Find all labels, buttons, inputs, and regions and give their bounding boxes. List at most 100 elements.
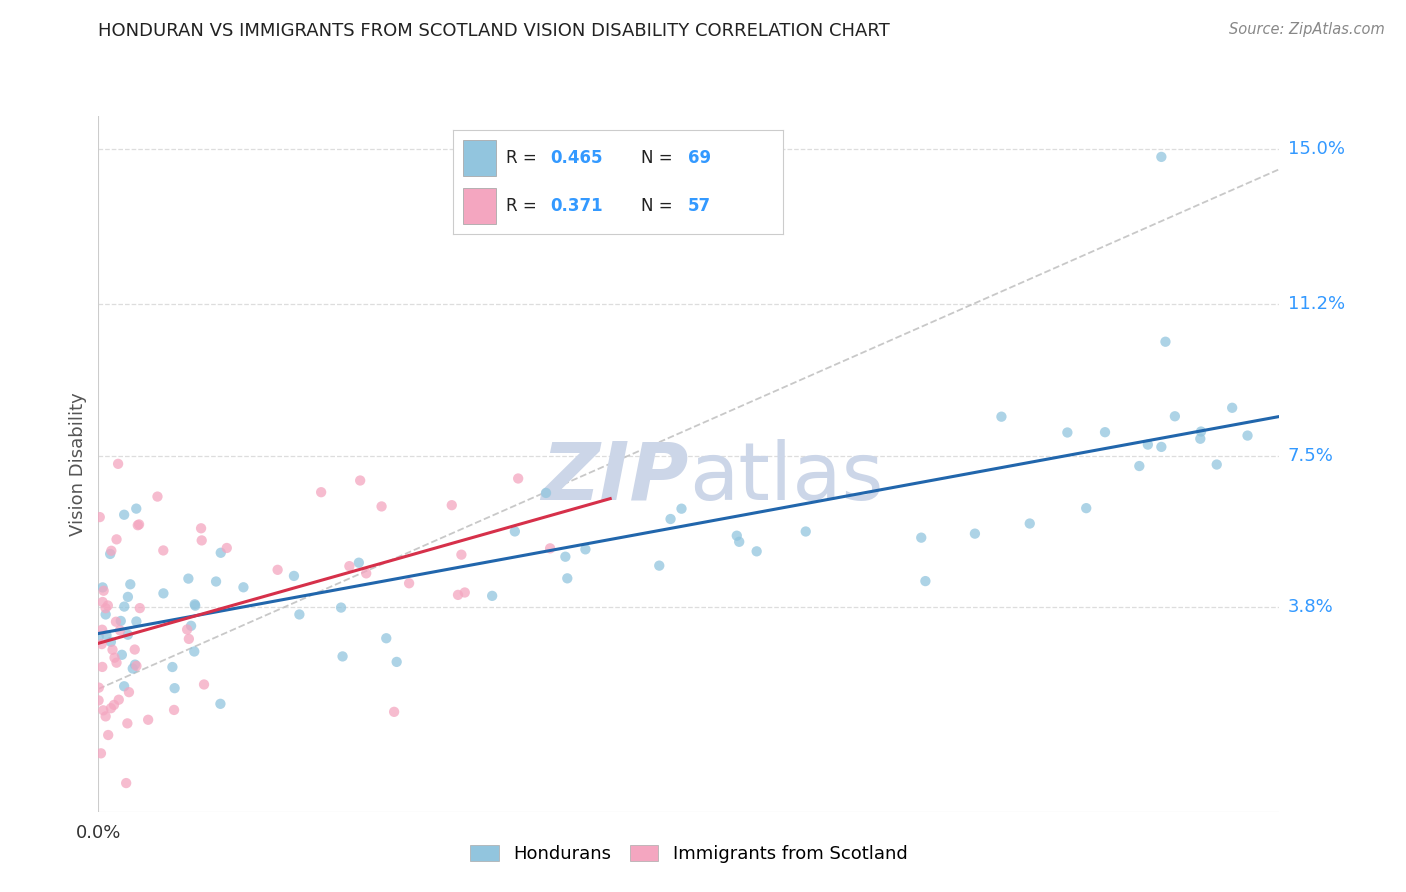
Text: 3.8%: 3.8%: [1288, 598, 1333, 616]
Point: [117, 716, 139, 731]
Point: [330, 600, 353, 615]
Point: [107, 692, 129, 706]
Point: [162, 660, 184, 674]
Point: [89, 510, 111, 524]
Point: [990, 409, 1012, 424]
Point: [354, 566, 377, 581]
Text: Source: ZipAtlas.com: Source: ZipAtlas.com: [1229, 22, 1385, 37]
Point: [266, 563, 288, 577]
Point: [117, 590, 139, 604]
Point: [337, 559, 360, 574]
Point: [127, 518, 149, 533]
Text: 15.0%: 15.0%: [1288, 140, 1344, 158]
Point: [332, 649, 354, 664]
Point: [1018, 516, 1040, 531]
Point: [190, 533, 212, 548]
Text: 7.5%: 7.5%: [1288, 447, 1334, 465]
Point: [794, 524, 817, 539]
Point: [659, 512, 682, 526]
Point: [725, 529, 748, 543]
Legend: Hondurans, Immigrants from Scotland: Hondurans, Immigrants from Scotland: [465, 839, 912, 869]
Point: [209, 697, 232, 711]
Point: [534, 486, 557, 500]
Point: [176, 623, 198, 637]
Point: [108, 624, 131, 638]
Point: [93, 583, 115, 598]
Point: [1150, 150, 1173, 164]
Point: [103, 650, 125, 665]
Point: [107, 457, 129, 471]
Point: [90, 747, 112, 761]
Y-axis label: Vision Disability: Vision Disability: [69, 392, 87, 536]
Point: [193, 677, 215, 691]
Point: [128, 601, 150, 615]
Point: [100, 543, 122, 558]
Text: ZIP: ZIP: [541, 439, 689, 516]
Point: [1154, 334, 1177, 349]
Point: [152, 586, 174, 600]
Point: [87, 681, 110, 695]
Point: [90, 637, 112, 651]
Text: 0.0%: 0.0%: [76, 824, 121, 842]
Point: [115, 776, 138, 790]
Point: [121, 661, 143, 675]
Point: [87, 693, 110, 707]
Point: [124, 657, 146, 672]
Point: [184, 597, 207, 611]
Point: [440, 498, 463, 512]
Point: [205, 574, 228, 589]
Point: [183, 644, 205, 658]
Point: [450, 548, 472, 562]
Point: [963, 526, 986, 541]
Point: [503, 524, 526, 539]
Point: [118, 685, 141, 699]
Point: [1189, 425, 1212, 439]
Point: [94, 709, 117, 723]
Point: [125, 615, 148, 629]
Point: [1220, 401, 1243, 415]
Point: [91, 581, 114, 595]
Point: [128, 517, 150, 532]
Point: [105, 656, 128, 670]
Point: [914, 574, 936, 588]
Point: [648, 558, 671, 573]
Point: [146, 490, 169, 504]
Point: [574, 542, 596, 557]
Point: [104, 615, 127, 629]
Point: [232, 580, 254, 594]
Point: [91, 703, 114, 717]
Point: [910, 531, 932, 545]
Point: [1150, 440, 1173, 454]
Point: [125, 501, 148, 516]
Point: [190, 521, 212, 535]
Point: [1136, 437, 1159, 451]
Point: [101, 642, 124, 657]
Point: [180, 619, 202, 633]
Point: [120, 577, 142, 591]
Point: [1189, 432, 1212, 446]
Point: [97, 728, 120, 742]
Text: HONDURAN VS IMMIGRANTS FROM SCOTLAND VISION DISABILITY CORRELATION CHART: HONDURAN VS IMMIGRANTS FROM SCOTLAND VIS…: [98, 22, 890, 40]
Point: [382, 705, 405, 719]
Point: [555, 571, 578, 585]
Point: [103, 698, 125, 712]
Point: [454, 585, 477, 599]
Point: [385, 655, 408, 669]
Text: atlas: atlas: [689, 439, 883, 516]
Point: [508, 471, 530, 485]
Point: [152, 543, 174, 558]
Point: [100, 635, 122, 649]
Point: [671, 501, 693, 516]
Point: [87, 630, 110, 644]
Point: [538, 541, 561, 556]
Point: [184, 599, 207, 613]
Point: [728, 534, 751, 549]
Point: [481, 589, 503, 603]
Point: [1164, 409, 1187, 424]
Point: [91, 595, 114, 609]
Point: [370, 500, 392, 514]
Point: [112, 679, 135, 693]
Point: [209, 546, 232, 560]
Point: [105, 533, 128, 547]
Point: [94, 601, 117, 615]
